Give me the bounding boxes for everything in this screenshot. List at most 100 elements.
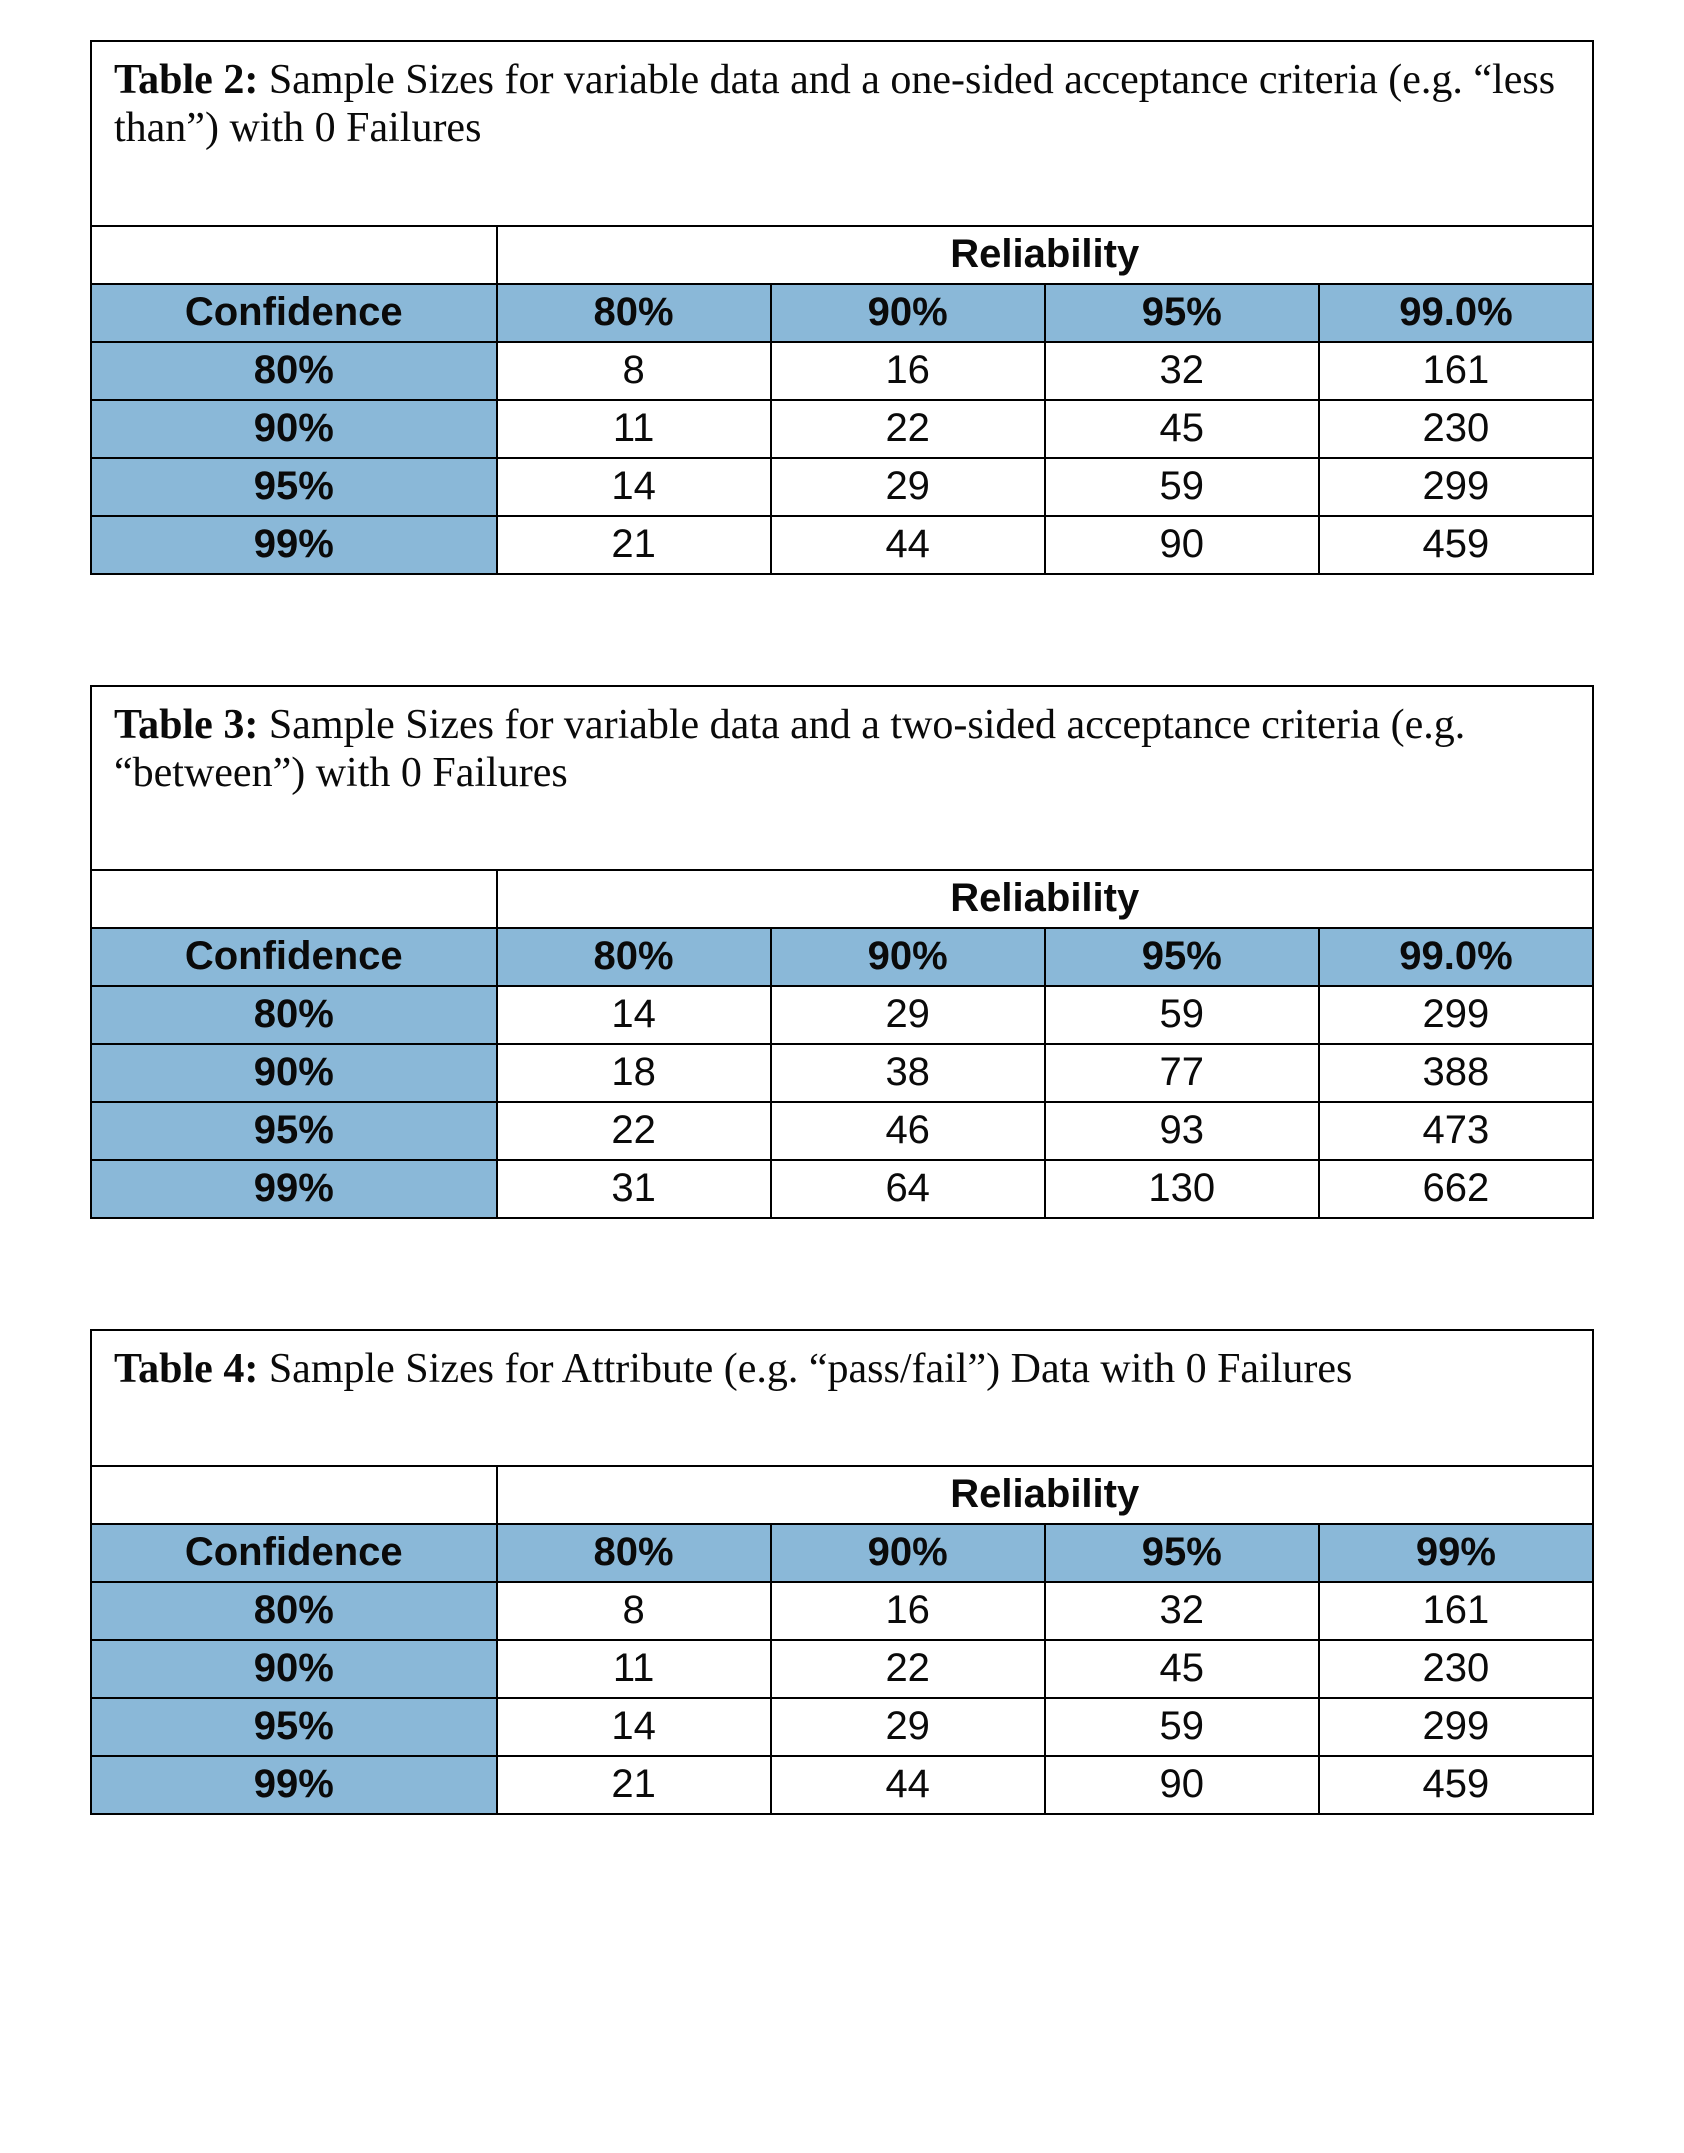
- table-caption: Table 2: Sample Sizes for variable data …: [91, 41, 1593, 226]
- sample-size-cell: 16: [771, 342, 1045, 400]
- table-row: 95%142959299: [91, 1698, 1593, 1756]
- table-row: 90%112245230: [91, 1640, 1593, 1698]
- caption-bold: Table 2:: [114, 57, 258, 103]
- table-row: 95%224693473: [91, 1102, 1593, 1160]
- sample-size-cell: 59: [1045, 458, 1319, 516]
- reliability-col-header: 99.0%: [1319, 284, 1593, 342]
- table-row: 99%3164130662: [91, 1160, 1593, 1218]
- reliability-col-header: 90%: [771, 284, 1045, 342]
- sample-size-cell: 16: [771, 1582, 1045, 1640]
- column-header-row: Confidence80%90%95%99.0%: [91, 928, 1593, 986]
- reliability-col-header: 99.0%: [1319, 928, 1593, 986]
- confidence-header: Confidence: [91, 284, 497, 342]
- sample-size-cell: 46: [771, 1102, 1045, 1160]
- confidence-row-header: 99%: [91, 516, 497, 574]
- reliability-col-header: 80%: [497, 1524, 771, 1582]
- reliability-col-header: 95%: [1045, 284, 1319, 342]
- confidence-row-header: 99%: [91, 1756, 497, 1814]
- sample-size-cell: 22: [497, 1102, 771, 1160]
- table-row: 95%142959299: [91, 458, 1593, 516]
- confidence-header: Confidence: [91, 928, 497, 986]
- sample-size-cell: 93: [1045, 1102, 1319, 1160]
- reliability-header: Reliability: [497, 870, 1593, 928]
- table-caption: Table 3: Sample Sizes for variable data …: [91, 686, 1593, 871]
- sample-size-cell: 130: [1045, 1160, 1319, 1218]
- sample-size-cell: 29: [771, 1698, 1045, 1756]
- reliability-header: Reliability: [497, 226, 1593, 284]
- sample-size-cell: 22: [771, 1640, 1045, 1698]
- sample-size-cell: 32: [1045, 342, 1319, 400]
- confidence-row-header: 90%: [91, 1640, 497, 1698]
- caption-text: Sample Sizes for variable data and a one…: [114, 57, 1555, 151]
- reliability-header: Reliability: [497, 1466, 1593, 1524]
- reliability-col-header: 80%: [497, 928, 771, 986]
- sample-size-cell: 662: [1319, 1160, 1593, 1218]
- sample-size-cell: 14: [497, 1698, 771, 1756]
- reliability-col-header: 95%: [1045, 1524, 1319, 1582]
- sample-size-cell: 8: [497, 1582, 771, 1640]
- confidence-row-header: 80%: [91, 1582, 497, 1640]
- sample-size-cell: 32: [1045, 1582, 1319, 1640]
- sample-size-cell: 64: [771, 1160, 1045, 1218]
- sample-size-cell: 44: [771, 1756, 1045, 1814]
- sample-size-cell: 299: [1319, 1698, 1593, 1756]
- sample-size-cell: 77: [1045, 1044, 1319, 1102]
- table3: Table 3: Sample Sizes for variable data …: [90, 685, 1594, 1220]
- sample-size-cell: 90: [1045, 1756, 1319, 1814]
- sample-size-cell: 38: [771, 1044, 1045, 1102]
- table4-container: Table 4: Sample Sizes for Attribute (e.g…: [90, 1329, 1594, 1815]
- caption-bold: Table 4:: [114, 1346, 258, 1392]
- table-row: 80%142959299: [91, 986, 1593, 1044]
- sample-size-cell: 22: [771, 400, 1045, 458]
- table-row: 80%81632161: [91, 342, 1593, 400]
- sample-size-cell: 161: [1319, 1582, 1593, 1640]
- sample-size-cell: 459: [1319, 1756, 1593, 1814]
- corner-empty: [91, 870, 497, 928]
- table-row: 90%112245230: [91, 400, 1593, 458]
- sample-size-cell: 11: [497, 1640, 771, 1698]
- confidence-row-header: 90%: [91, 1044, 497, 1102]
- table-caption: Table 4: Sample Sizes for Attribute (e.g…: [91, 1330, 1593, 1466]
- confidence-row-header: 95%: [91, 1102, 497, 1160]
- sample-size-cell: 11: [497, 400, 771, 458]
- sample-size-cell: 388: [1319, 1044, 1593, 1102]
- sample-size-cell: 299: [1319, 986, 1593, 1044]
- sample-size-cell: 44: [771, 516, 1045, 574]
- sample-size-cell: 8: [497, 342, 771, 400]
- sample-size-cell: 90: [1045, 516, 1319, 574]
- page: Table 2: Sample Sizes for variable data …: [0, 0, 1684, 1985]
- reliability-col-header: 95%: [1045, 928, 1319, 986]
- table-row: 99%214490459: [91, 516, 1593, 574]
- reliability-col-header: 99%: [1319, 1524, 1593, 1582]
- sample-size-cell: 473: [1319, 1102, 1593, 1160]
- table3-container: Table 3: Sample Sizes for variable data …: [90, 685, 1594, 1220]
- confidence-row-header: 95%: [91, 1698, 497, 1756]
- table-row: 90%183877388: [91, 1044, 1593, 1102]
- caption-bold: Table 3:: [114, 702, 258, 748]
- table-caption-row: Table 2: Sample Sizes for variable data …: [91, 41, 1593, 226]
- reliability-header-row: Reliability: [91, 1466, 1593, 1524]
- confidence-row-header: 95%: [91, 458, 497, 516]
- table-row: 80%81632161: [91, 1582, 1593, 1640]
- table-caption-row: Table 3: Sample Sizes for variable data …: [91, 686, 1593, 871]
- corner-empty: [91, 226, 497, 284]
- sample-size-cell: 459: [1319, 516, 1593, 574]
- corner-empty: [91, 1466, 497, 1524]
- confidence-row-header: 99%: [91, 1160, 497, 1218]
- reliability-header-row: Reliability: [91, 226, 1593, 284]
- caption-text: Sample Sizes for variable data and a two…: [114, 702, 1465, 796]
- caption-text: Sample Sizes for Attribute (e.g. “pass/f…: [258, 1346, 1352, 1392]
- reliability-header-row: Reliability: [91, 870, 1593, 928]
- confidence-row-header: 80%: [91, 342, 497, 400]
- reliability-col-header: 90%: [771, 1524, 1045, 1582]
- sample-size-cell: 14: [497, 986, 771, 1044]
- sample-size-cell: 18: [497, 1044, 771, 1102]
- confidence-header: Confidence: [91, 1524, 497, 1582]
- sample-size-cell: 299: [1319, 458, 1593, 516]
- column-header-row: Confidence80%90%95%99%: [91, 1524, 1593, 1582]
- sample-size-cell: 230: [1319, 400, 1593, 458]
- reliability-col-header: 90%: [771, 928, 1045, 986]
- sample-size-cell: 21: [497, 516, 771, 574]
- table4: Table 4: Sample Sizes for Attribute (e.g…: [90, 1329, 1594, 1815]
- column-header-row: Confidence80%90%95%99.0%: [91, 284, 1593, 342]
